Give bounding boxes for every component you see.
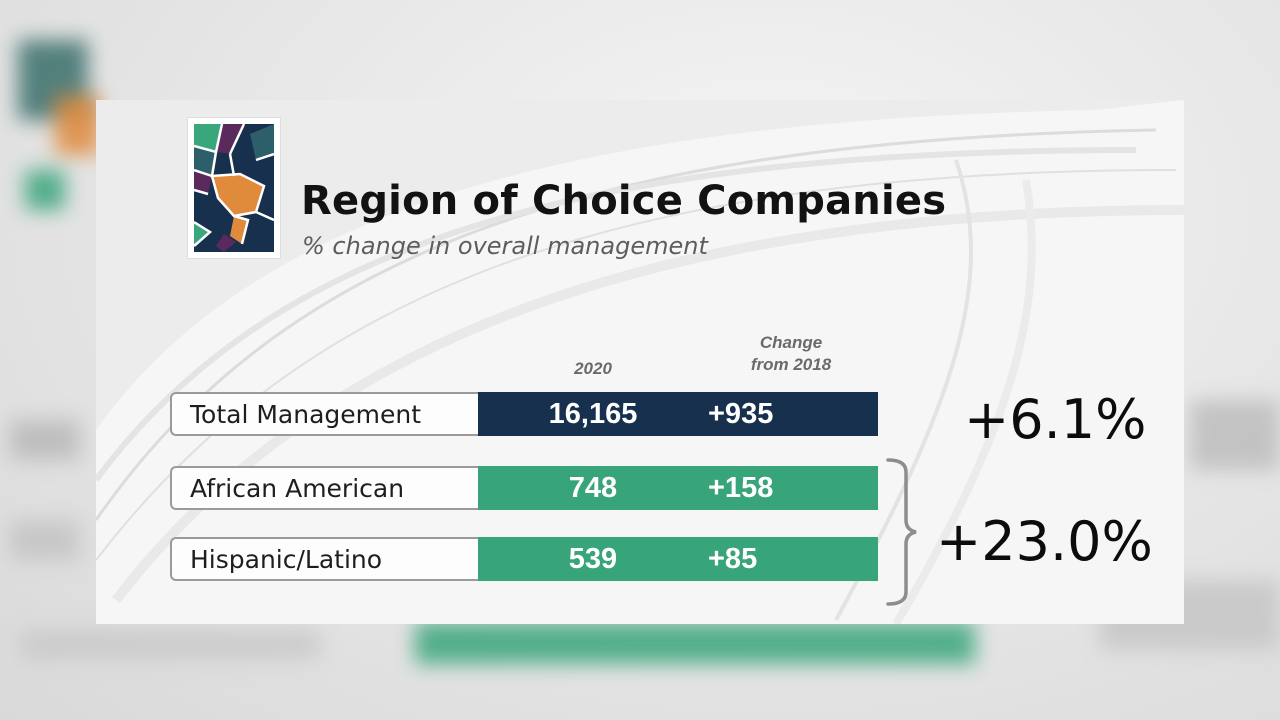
- row-hispanic-latino: Hispanic/Latino 539 +85: [170, 537, 878, 581]
- blurred-logo-shape: [25, 170, 65, 210]
- row-bar: 748 +158: [478, 466, 878, 510]
- right-brace-icon: [886, 458, 917, 606]
- blurred-text: [1190, 400, 1280, 470]
- row-label: African American: [170, 466, 478, 510]
- row-african-american: African American 748 +158: [170, 466, 878, 510]
- column-header-change-line2: from 2018: [750, 355, 832, 374]
- slide-title: Region of Choice Companies: [301, 178, 947, 224]
- blurred-green-bar: [415, 622, 975, 664]
- row-bar: 539 +85: [478, 537, 878, 581]
- blurred-logo-shape: [55, 95, 100, 155]
- column-header-2020: 2020: [574, 359, 612, 378]
- value-2020: 16,165: [548, 397, 638, 430]
- value-change: +85: [708, 542, 758, 575]
- slide-subtitle: % change in overall management: [302, 232, 708, 260]
- row-bar: 16,165 +935: [478, 392, 878, 436]
- column-header-change: Change from 2018: [726, 332, 856, 376]
- percent-total-management: +6.1%: [964, 388, 1147, 451]
- value-2020: 748: [568, 471, 618, 504]
- column-header-change-line1: Change: [759, 333, 823, 352]
- row-label: Hispanic/Latino: [170, 537, 478, 581]
- slide-card: Region of Choice Companies % change in o…: [96, 100, 1184, 624]
- blurred-text: [20, 630, 320, 660]
- value-change: +935: [708, 397, 774, 430]
- blurred-text: [10, 520, 80, 560]
- percent-minority-management: +23.0%: [936, 510, 1153, 573]
- region-of-choice-logo: [188, 118, 280, 258]
- blurred-text: [10, 420, 80, 460]
- row-label: Total Management: [170, 392, 478, 436]
- value-change: +158: [708, 471, 774, 504]
- mosaic-logo-icon: [194, 124, 274, 252]
- value-2020: 539: [568, 542, 618, 575]
- row-total-management: Total Management 16,165 +935: [170, 392, 878, 436]
